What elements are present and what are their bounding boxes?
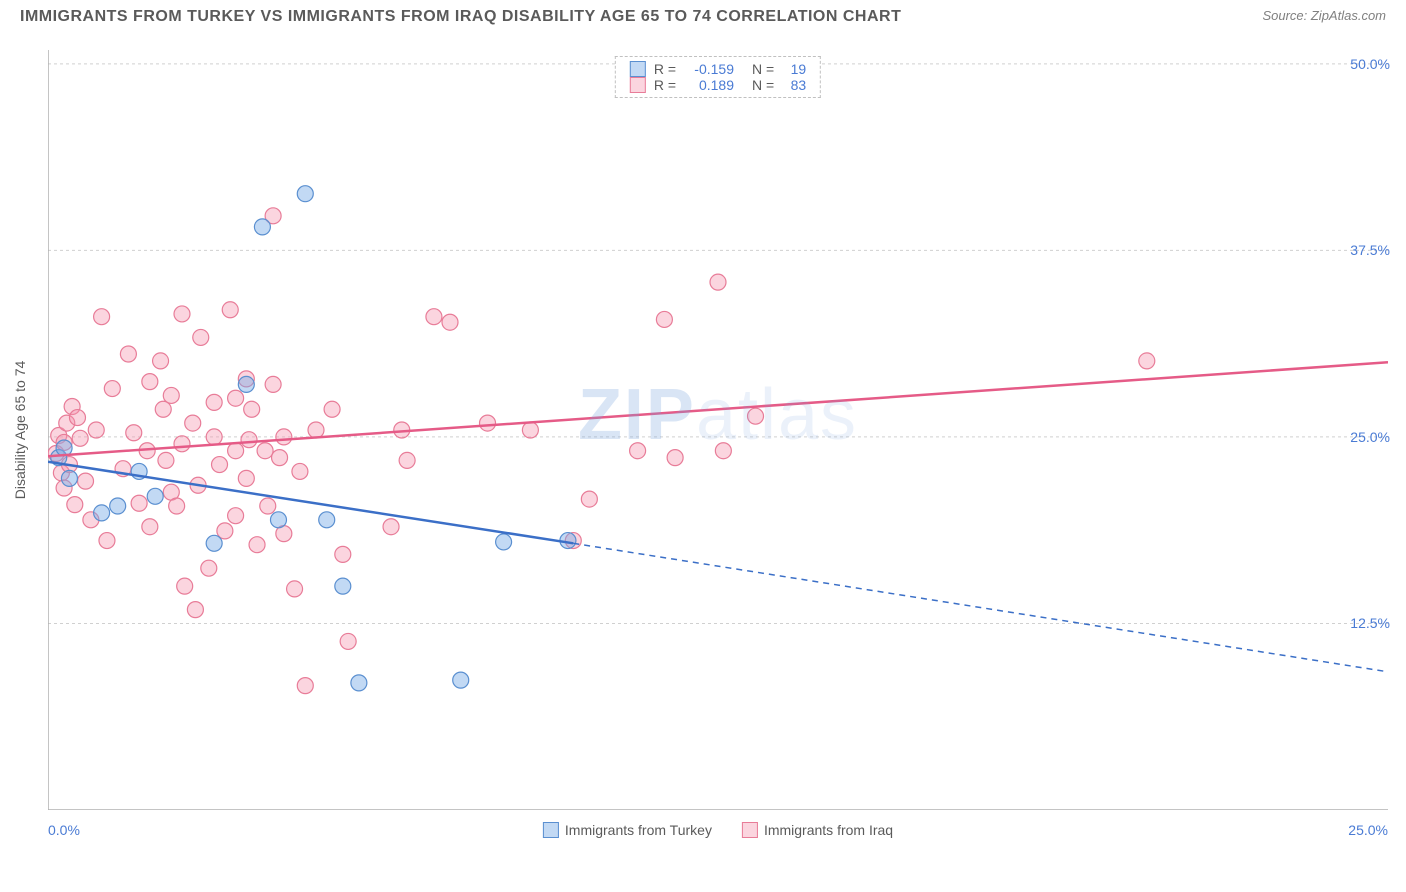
y-tick-label: 25.0% bbox=[1350, 429, 1390, 445]
chart-container: Disability Age 65 to 74 ZIPatlas 12.5%25… bbox=[48, 50, 1388, 810]
legend-top: R = -0.159 N = 19 R = 0.189 N = 83 bbox=[615, 56, 821, 98]
legend-top-row: R = 0.189 N = 83 bbox=[630, 77, 806, 93]
source-label: Source: ZipAtlas.com bbox=[1262, 8, 1386, 23]
y-tick-label: 12.5% bbox=[1350, 615, 1390, 631]
x-axis-max-label: 25.0% bbox=[1348, 822, 1388, 838]
swatch-icon bbox=[742, 822, 758, 838]
legend-item-iraq: Immigrants from Iraq bbox=[742, 822, 893, 838]
legend-label: Immigrants from Turkey bbox=[565, 822, 712, 838]
r-label: R = bbox=[654, 77, 676, 93]
x-axis-min-label: 0.0% bbox=[48, 822, 80, 838]
swatch-icon bbox=[630, 61, 646, 77]
legend-top-row: R = -0.159 N = 19 bbox=[630, 61, 806, 77]
n-value: 83 bbox=[780, 77, 806, 93]
n-label: N = bbox=[752, 61, 774, 77]
swatch-icon bbox=[543, 822, 559, 838]
y-tick-label: 37.5% bbox=[1350, 242, 1390, 258]
r-value: 0.189 bbox=[682, 77, 734, 93]
legend-label: Immigrants from Iraq bbox=[764, 822, 893, 838]
r-label: R = bbox=[654, 61, 676, 77]
n-label: N = bbox=[752, 77, 774, 93]
y-axis-label: Disability Age 65 to 74 bbox=[12, 361, 28, 500]
n-value: 19 bbox=[780, 61, 806, 77]
chart-title: IMMIGRANTS FROM TURKEY VS IMMIGRANTS FRO… bbox=[20, 8, 901, 26]
scatter-chart bbox=[48, 50, 1388, 810]
y-tick-label: 50.0% bbox=[1350, 56, 1390, 72]
r-value: -0.159 bbox=[682, 61, 734, 77]
legend-item-turkey: Immigrants from Turkey bbox=[543, 822, 712, 838]
swatch-icon bbox=[630, 77, 646, 93]
legend-bottom: Immigrants from Turkey Immigrants from I… bbox=[543, 822, 893, 838]
